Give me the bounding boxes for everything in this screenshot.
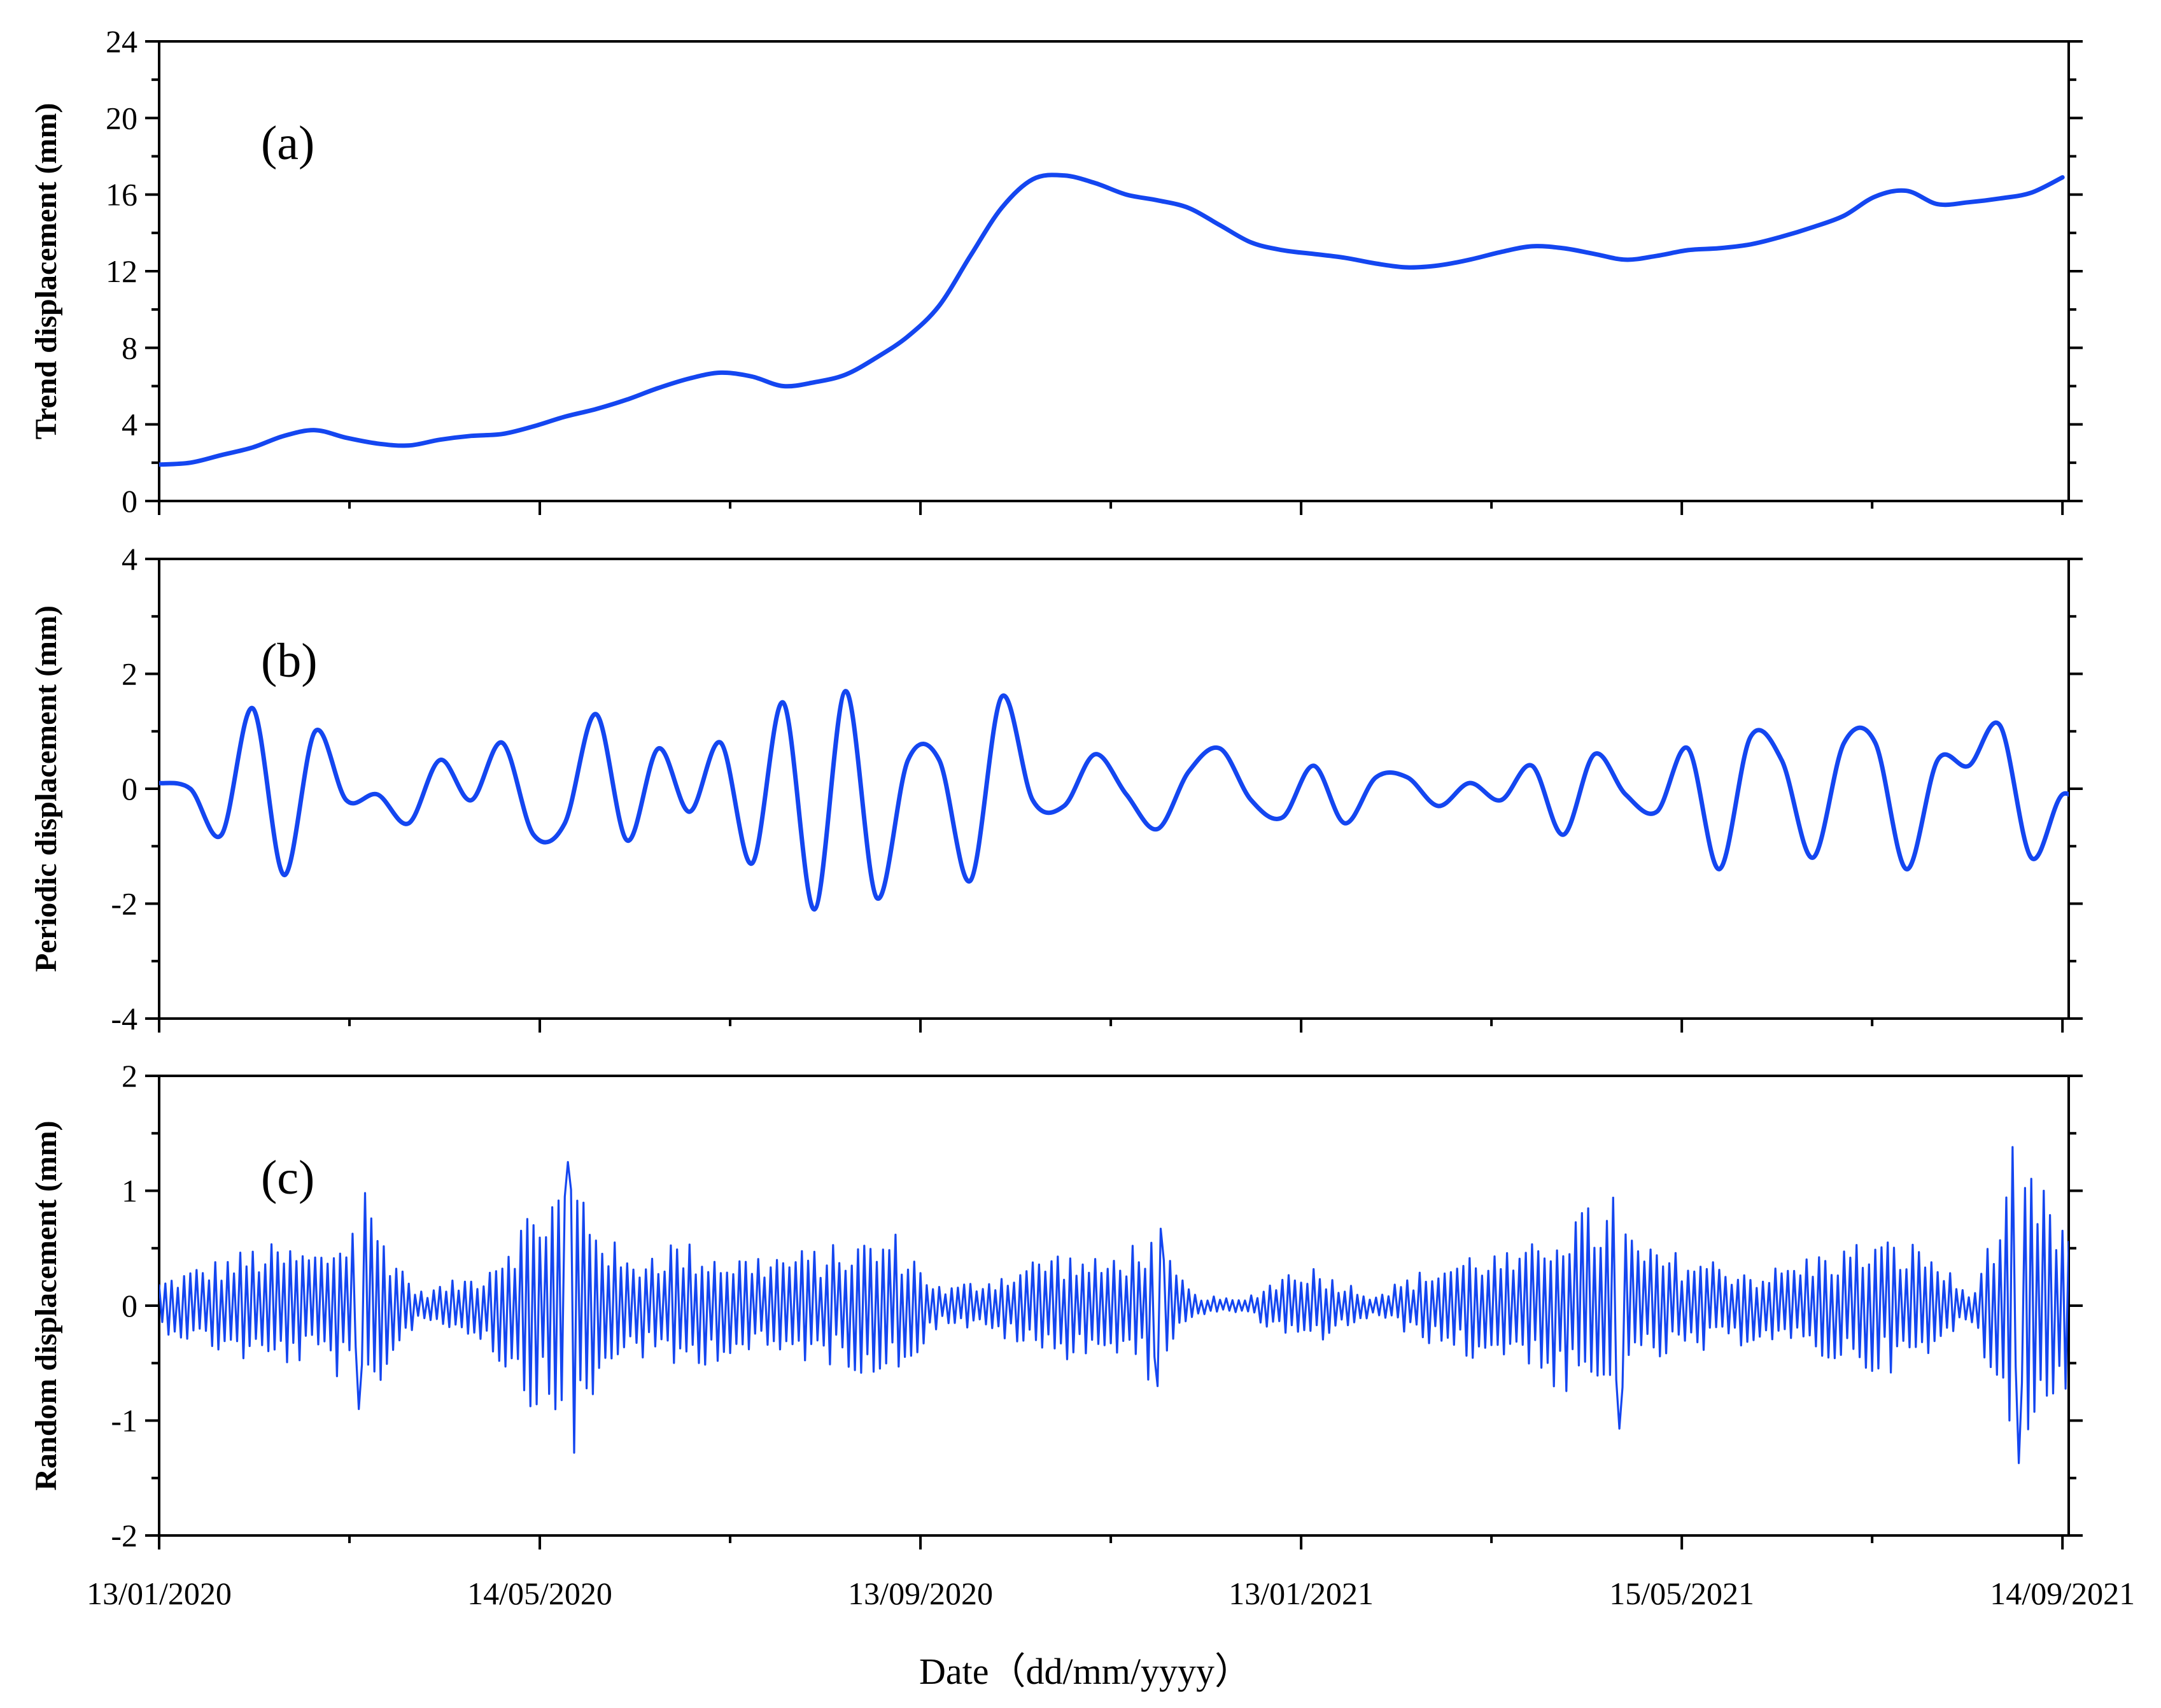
y-tick-label: -1 [111, 1403, 137, 1439]
series-line [159, 689, 2069, 912]
y-tick-label: -2 [111, 886, 137, 922]
y-tick-label: -4 [111, 1001, 137, 1036]
y-axis-label: Trend displacement (mm) [29, 103, 63, 440]
x-tick-label: 15/05/2021 [1609, 1576, 1754, 1611]
series-line [159, 1146, 2069, 1464]
x-axis-tick-labels: 13/01/2020 14/05/2020 13/09/2020 13/01/2021… [87, 1576, 2135, 1611]
x-tick-label: 13/01/2021 [1228, 1576, 1374, 1611]
y-tick-label: 4 [122, 407, 137, 442]
y-axis-label: Periodic displacement (mm) [29, 605, 63, 972]
x-tick-label: 13/09/2020 [848, 1576, 993, 1611]
x-axis-label: Date（dd/mm/yyyy） [919, 1651, 1251, 1692]
y-axis-label: Random displacement (mm) [29, 1120, 63, 1490]
panel-label: (c) [261, 1151, 314, 1204]
y-tick-label: 0 [122, 771, 137, 807]
y-tick-label: -2 [111, 1518, 137, 1553]
y-tick-label: 16 [106, 177, 137, 213]
panel-label: (b) [261, 634, 318, 688]
y-tick-label: 20 [106, 100, 137, 136]
panel-random: -2 -1 0 1 2 Random displacement (mm) (c) [29, 1058, 2083, 1553]
y-tick-label: 2 [122, 1058, 137, 1094]
x-tick-label: 14/05/2020 [467, 1576, 612, 1611]
y-tick-label: 12 [106, 253, 137, 289]
x-tick-label: 13/01/2020 [87, 1576, 232, 1611]
panel-periodic: -4 -2 0 2 4 Periodic displacement (mm) (b) [29, 541, 2083, 1036]
y-tick-label: 4 [122, 541, 137, 577]
y-tick-label: 2 [122, 656, 137, 692]
plot-frame [158, 558, 2070, 1020]
y-tick-label: 8 [122, 330, 137, 365]
y-tick-label: 0 [122, 1288, 137, 1323]
x-tick-label: 14/09/2021 [1990, 1576, 2135, 1611]
y-tick-label: 0 [122, 483, 137, 519]
y-tick-label: 1 [122, 1173, 137, 1209]
y-tick-label: 24 [106, 24, 137, 59]
panel-trend: 0 4 8 12 16 20 24 Trend displacement (mm) (a) [29, 24, 2083, 519]
series-line [159, 173, 2065, 467]
plot-frame [158, 40, 2070, 502]
panel-label: (a) [261, 116, 314, 170]
